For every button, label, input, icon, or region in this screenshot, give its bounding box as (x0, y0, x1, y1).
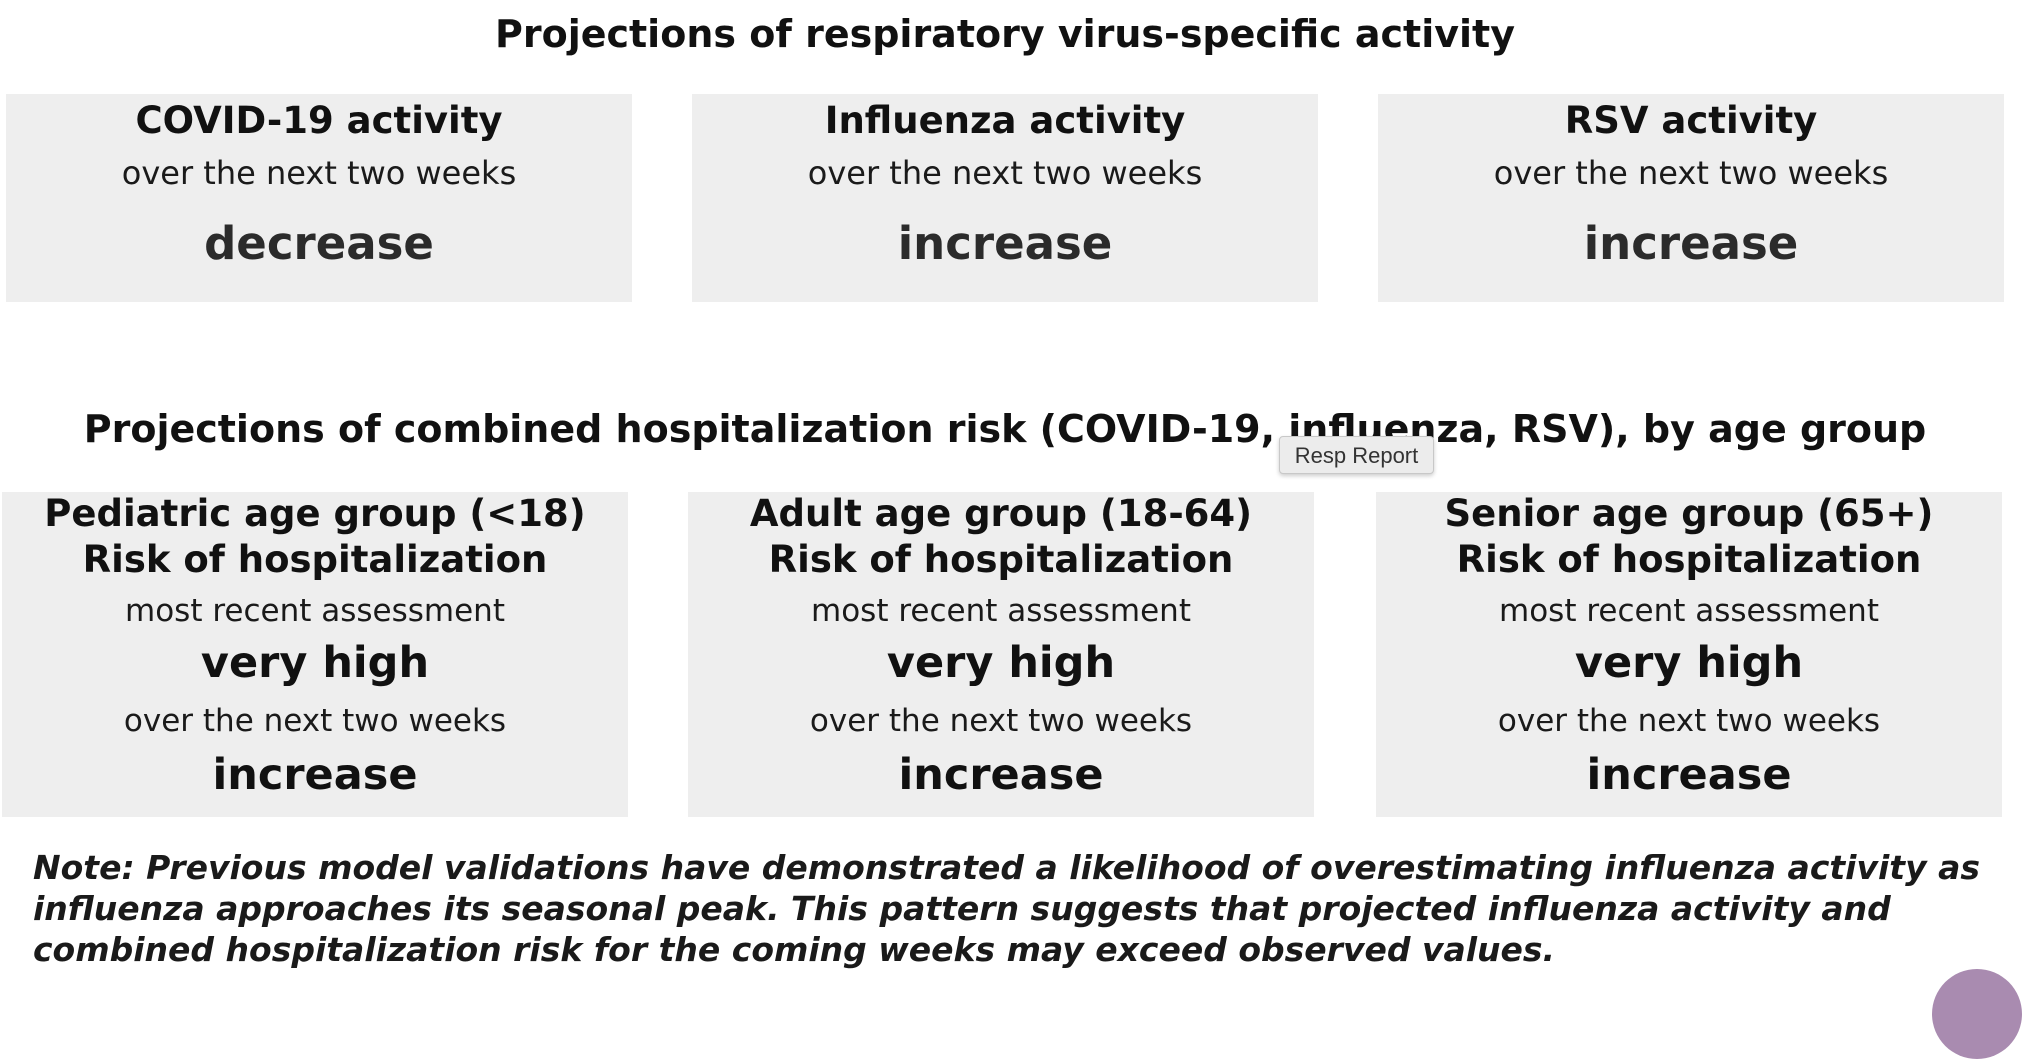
recent-assessment-value: very high (886, 638, 1116, 688)
age-group-title: Adult age group (18-64) (749, 492, 1253, 535)
next-two-weeks-label: over the next two weeks (809, 703, 1193, 739)
resp-report-tooltip: Resp Report (1279, 436, 1434, 474)
influenza-activity-card: Influenza activity over the next two wee… (692, 94, 1318, 302)
note-text: Note: Previous model validations have de… (33, 848, 1980, 969)
card-title: COVID-19 activity (135, 99, 503, 142)
age-group-title: Senior age group (65+) (1444, 492, 1934, 535)
recent-assessment-label: most recent assessment (125, 593, 505, 629)
recent-assessment-label: most recent assessment (811, 593, 1191, 629)
covid-activity-card: COVID-19 activity over the next two week… (6, 94, 632, 302)
card-value: increase (897, 217, 1113, 270)
card-subtitle: over the next two weeks (121, 154, 517, 192)
next-two-weeks-label: over the next two weeks (1497, 703, 1881, 739)
adult-risk-card: Adult age group (18-64) Risk of hospital… (688, 492, 1314, 817)
risk-label: Risk of hospitalization (1456, 538, 1922, 581)
recent-assessment-label: most recent assessment (1499, 593, 1879, 629)
next-two-weeks-label: over the next two weeks (123, 703, 507, 739)
card-title: Influenza activity (824, 99, 1186, 142)
card-title: RSV activity (1564, 99, 1818, 142)
rsv-activity-card: RSV activity over the next two weeks inc… (1378, 94, 2004, 302)
card-value: increase (1583, 217, 1799, 270)
card-subtitle: over the next two weeks (1493, 154, 1889, 192)
age-group-title: Pediatric age group (<18) (44, 492, 586, 535)
recent-assessment-value: very high (1574, 638, 1804, 688)
pediatric-risk-card: Pediatric age group (<18) Risk of hospit… (2, 492, 628, 817)
senior-risk-card: Senior age group (65+) Risk of hospitali… (1376, 492, 2002, 817)
risk-label: Risk of hospitalization (768, 538, 1234, 581)
risk-label: Risk of hospitalization (82, 538, 548, 581)
next-two-weeks-value: increase (1586, 750, 1792, 800)
recent-assessment-value: very high (200, 638, 430, 688)
floating-action-button[interactable] (1932, 969, 2022, 1059)
card-subtitle: over the next two weeks (807, 154, 1203, 192)
next-two-weeks-value: increase (212, 750, 418, 800)
hospitalization-section-title: Projections of combined hospitalization … (83, 407, 1927, 451)
card-value: decrease (204, 217, 434, 270)
virus-section-title: Projections of respiratory virus-specifi… (495, 12, 1515, 56)
next-two-weeks-value: increase (898, 750, 1104, 800)
